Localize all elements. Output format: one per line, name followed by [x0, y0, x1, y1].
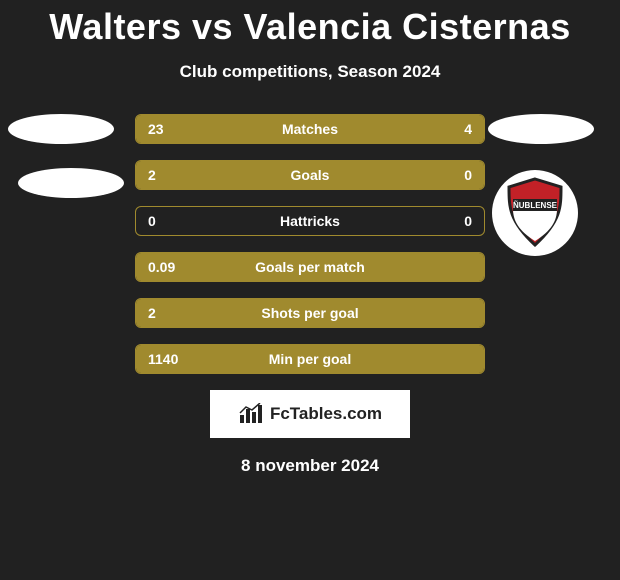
bar-value-left: 2 — [148, 167, 156, 183]
bar-row: 1140 Min per goal — [135, 344, 485, 374]
page-subtitle: Club competitions, Season 2024 — [0, 62, 620, 82]
team-left-placeholder-2 — [18, 168, 124, 198]
bar-label: Shots per goal — [261, 305, 358, 321]
bar-label: Matches — [282, 121, 338, 137]
bar-row: 0.09 Goals per match — [135, 252, 485, 282]
bar-label: Min per goal — [269, 351, 351, 367]
bar-value-left: 1140 — [148, 351, 178, 367]
brand-chart-icon — [238, 403, 264, 425]
bar-row: 23 Matches 4 — [135, 114, 485, 144]
bar-value-left: 0.09 — [148, 259, 175, 275]
bar-row: 2 Goals 0 — [135, 160, 485, 190]
bar-value-left: 2 — [148, 305, 156, 321]
bar-value-right: 0 — [464, 213, 472, 229]
bar-value-right: 0 — [464, 167, 472, 183]
shield-label: ÑUBLENSE — [513, 201, 558, 210]
bar-label: Goals — [291, 167, 330, 183]
team-right-placeholder-1 — [488, 114, 594, 144]
bar-value-left: 23 — [148, 121, 164, 137]
brand-text: FcTables.com — [270, 404, 382, 424]
bar-value-right: 4 — [464, 121, 472, 137]
bar-label: Hattricks — [280, 213, 340, 229]
page-title: Walters vs Valencia Cisternas — [0, 0, 620, 48]
bar-fill-left — [136, 115, 400, 143]
team-left-placeholder-1 — [8, 114, 114, 144]
bar-label: Goals per match — [255, 259, 365, 275]
brand-box: FcTables.com — [210, 390, 410, 438]
footer-date: 8 november 2024 — [0, 456, 620, 476]
bar-row: 0 Hattricks 0 — [135, 206, 485, 236]
shield-icon: ÑUBLENSE — [503, 177, 567, 249]
comparison-content: ÑUBLENSE 23 Matches 4 2 Goals 0 0 Hattricks 0 0.0… — [0, 114, 620, 476]
bar-row: 2 Shots per goal — [135, 298, 485, 328]
comparison-bars: 23 Matches 4 2 Goals 0 0 Hattricks 0 0.09 Goals pe… — [135, 114, 485, 374]
team-right-badge: ÑUBLENSE — [492, 170, 578, 256]
bar-value-left: 0 — [148, 213, 156, 229]
